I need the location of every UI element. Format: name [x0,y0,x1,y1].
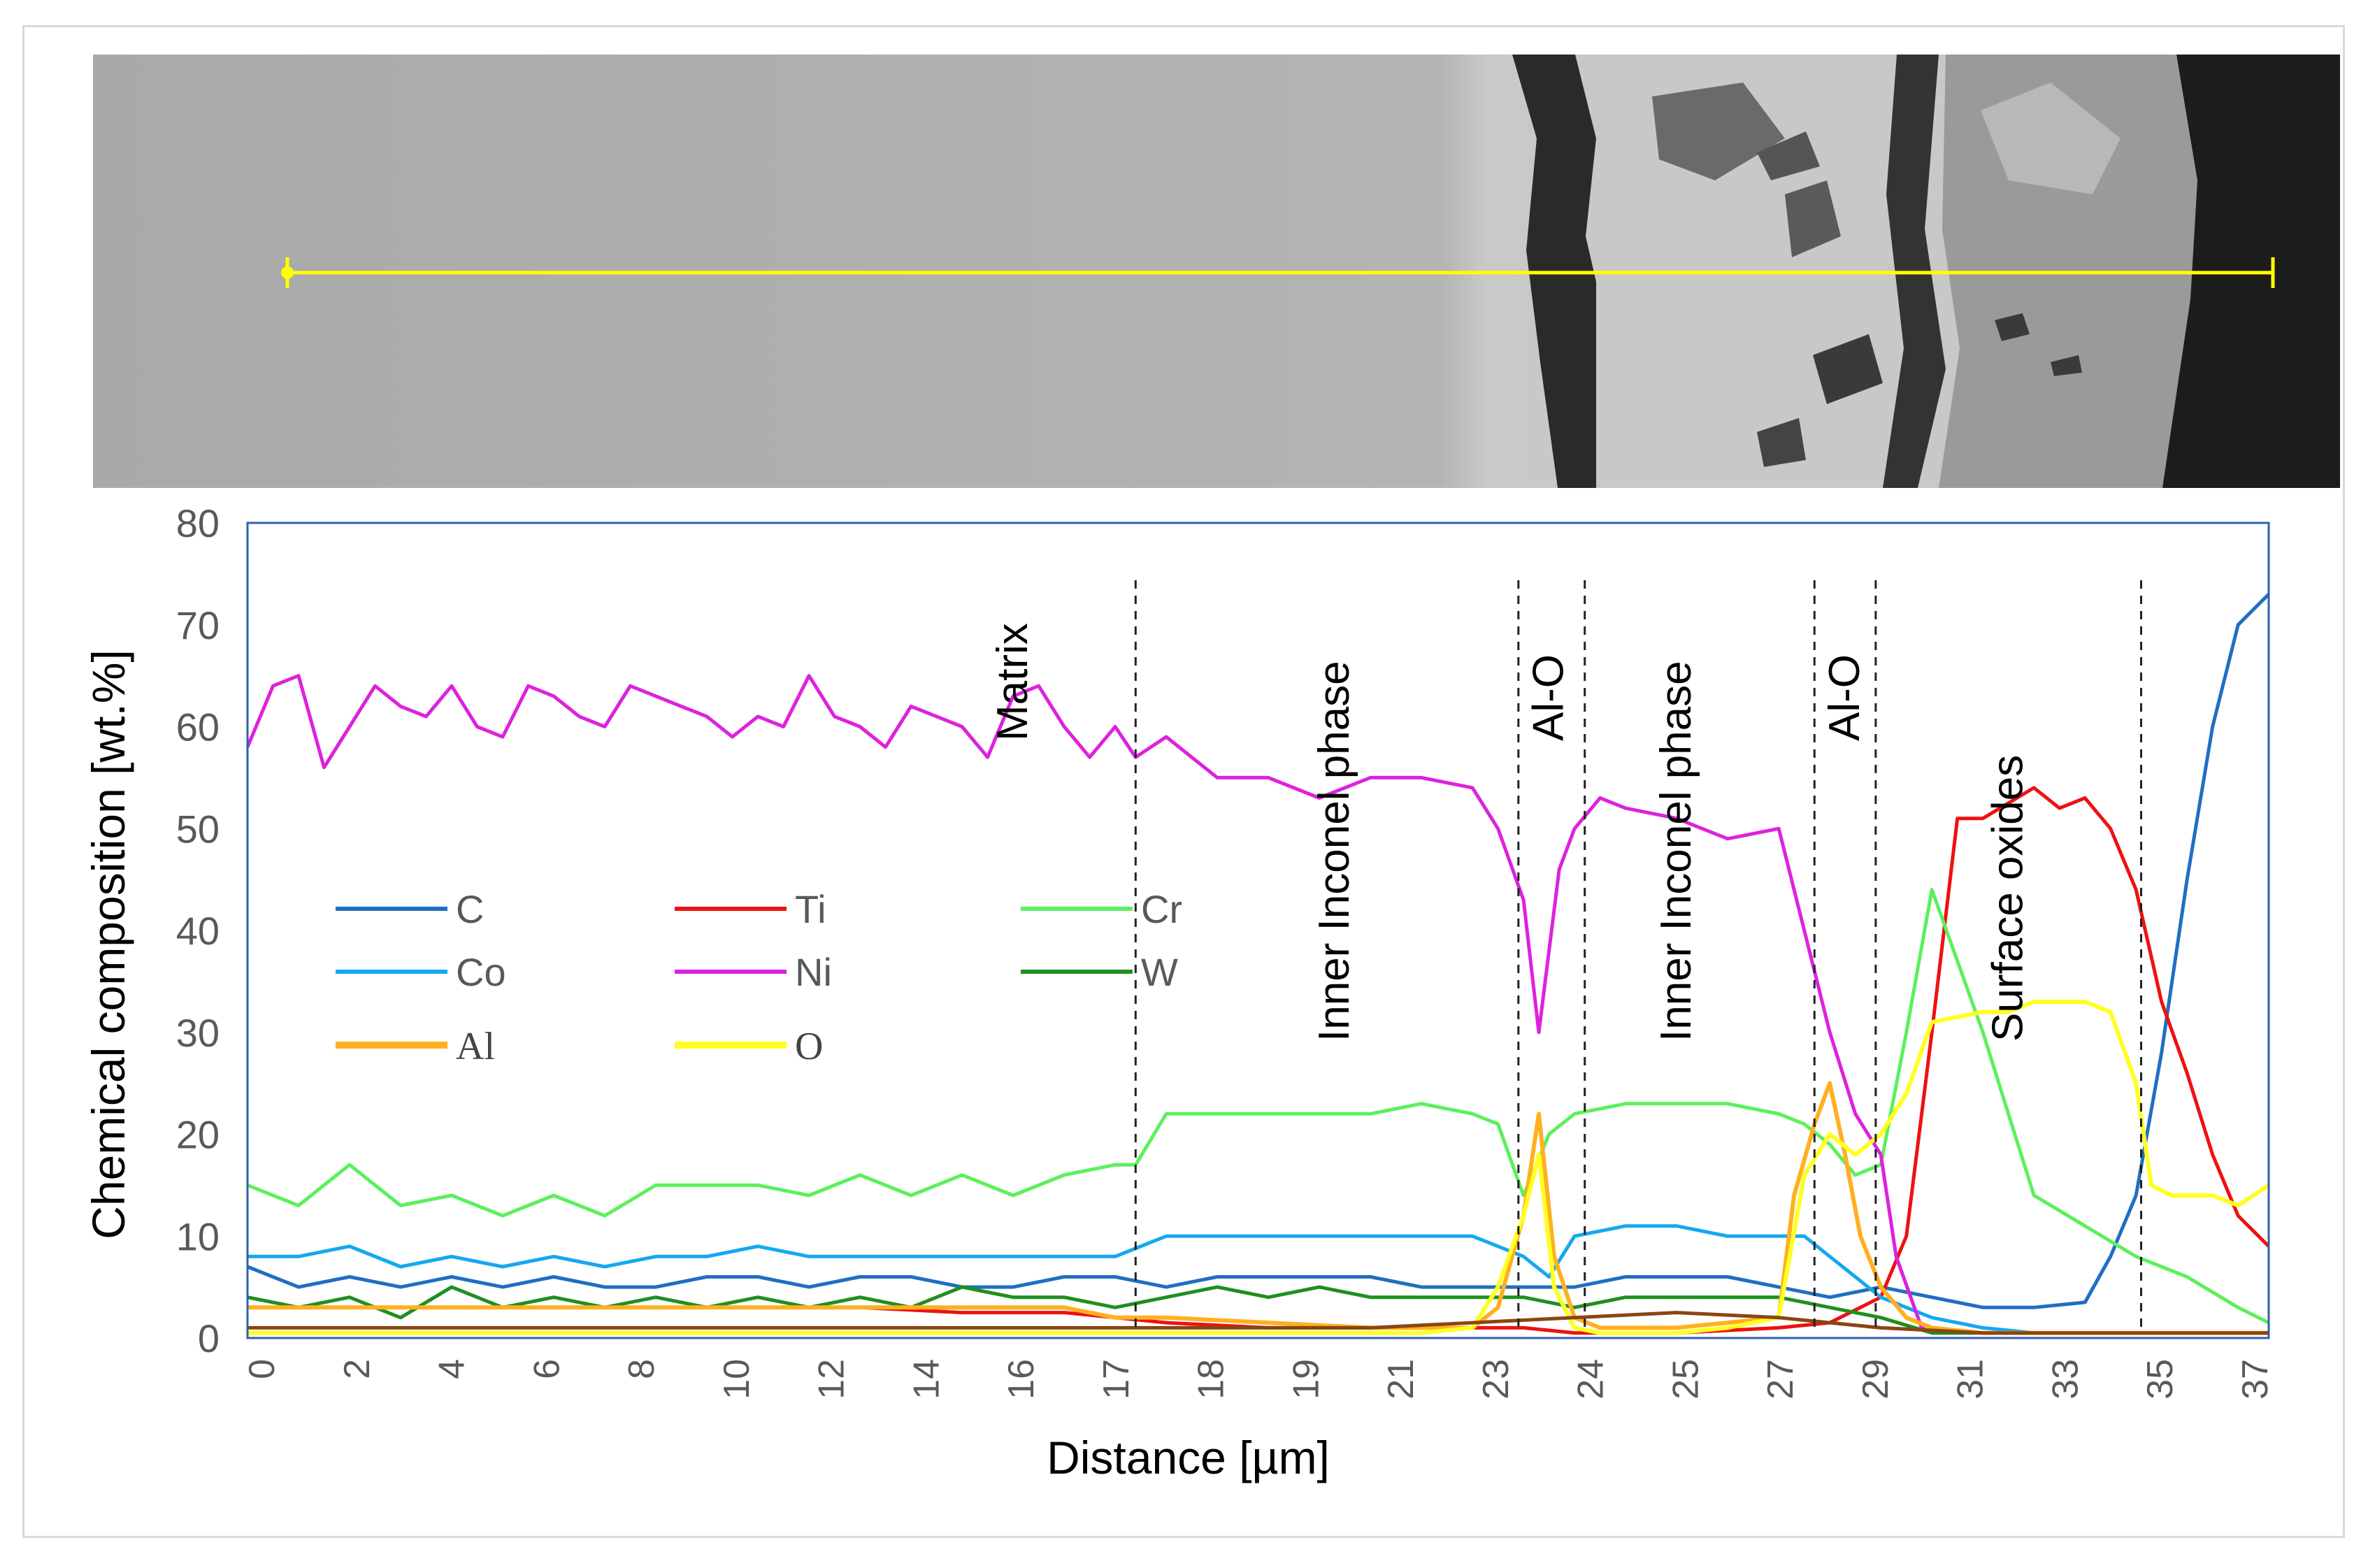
series-line-mn [247,1311,2269,1335]
x-tick-label: 18 [1191,1359,1232,1400]
y-tick-label: 40 [176,909,220,953]
series-line-cr [247,888,2270,1325]
x-tick-label: 23 [1476,1359,1516,1400]
legend: C Ti Cr Co Ni W Al O [336,887,1182,1068]
y-axis-label: Chemical composition [wt.%] [82,649,134,1239]
y-tick-label: 80 [176,501,220,545]
x-tick-label: 16 [1001,1359,1042,1400]
x-tick-label: 14 [906,1359,947,1400]
x-tick-label: 6 [526,1359,567,1379]
x-axis-label: Distance [µm] [1047,1432,1330,1483]
x-tick-label: 25 [1665,1359,1706,1400]
x-tick-label: 35 [2140,1359,2181,1400]
x-tick-label: 27 [1760,1359,1801,1400]
zone-label: Al-O [1821,654,1869,741]
y-tick-label: 0 [198,1316,220,1360]
legend-label-c: C [456,887,484,931]
y-tick-label: 10 [176,1214,220,1258]
zone-label: Inner Inconel phase [1310,661,1358,1042]
series-line-c [247,593,2270,1309]
legend-label-ti: Ti [795,887,826,931]
y-tick-label: 70 [176,603,220,647]
sem-micrograph [93,55,2340,488]
series-line-ti [247,786,2270,1335]
x-tick-label: 2 [337,1359,378,1379]
x-tick-label: 37 [2235,1359,2276,1400]
figure-frame [22,25,2345,1538]
plot-area [246,522,2270,1339]
zone-label: Inner Inconel phase [1652,661,1700,1042]
x-tick-label: 8 [622,1359,662,1379]
x-tick-label: 10 [717,1359,757,1400]
legend-label-o: O [795,1025,823,1068]
y-tick-label: 50 [176,807,220,851]
legend-label-w: W [1141,950,1178,994]
y-tick-label: 20 [176,1113,220,1157]
legend-label-co: Co [456,950,506,994]
x-tick-label: 29 [1856,1359,1896,1400]
y-tick-label: 60 [176,705,220,749]
x-tick-label: 0 [242,1359,282,1379]
series-line-co [247,1224,2269,1335]
legend-label-cr: Cr [1141,887,1182,931]
x-tick-label: 12 [812,1359,852,1400]
y-tick-label: 30 [176,1011,220,1055]
x-tick-label: 4 [432,1359,473,1379]
zone-label: Surface oxides [1984,755,2032,1042]
x-tick-label: 21 [1381,1359,1421,1400]
x-tick-label: 19 [1286,1359,1326,1400]
x-tick-label: 17 [1096,1359,1137,1400]
zone-label: Al-O [1525,654,1573,741]
x-tick-label: 24 [1571,1359,1612,1400]
series-line-o [247,1000,2270,1335]
x-tick-label: 31 [1951,1359,1991,1400]
legend-label-al: Al [456,1025,495,1068]
zone-label: Matrix [989,623,1037,741]
series-line-ni [245,674,2269,1335]
legend-label-ni: Ni [795,950,832,994]
x-tick-label: 33 [2045,1359,2086,1400]
